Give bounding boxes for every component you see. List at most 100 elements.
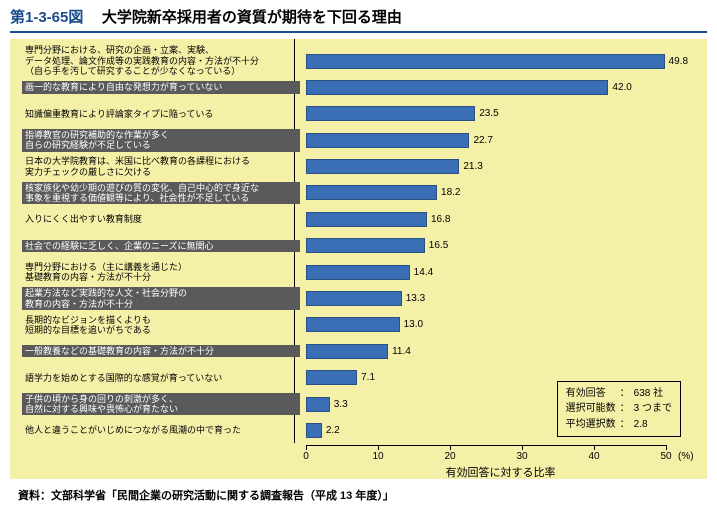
row-label: 社会での経験に乏しく、企業のニーズに無関心 xyxy=(22,240,300,252)
label-cell: 核家族化や幼少期の遊びの質の変化、自己中心的で身近な事象を重視する価値観等により… xyxy=(22,182,306,205)
bar-cell: 49.8 xyxy=(306,49,695,73)
bar-value: 2.2 xyxy=(326,425,340,436)
x-tick-label: 10 xyxy=(372,451,383,462)
info-key: 平均選択数 xyxy=(566,418,616,432)
figure-title: 大学院新卒採用者の資質が期待を下回る理由 xyxy=(102,9,402,26)
row-label: 子供の頃から身の回りの刺激が多く、自然に対する興味や畏怖心が育たない xyxy=(22,393,300,416)
info-box: 有効回答：638 社選択可能数：3 つまで平均選択数：2.8 xyxy=(557,381,681,438)
x-axis-title: 有効回答に対する比率 xyxy=(306,464,695,480)
bar-row: 起業方法など実践的な人文・社会分野の教育の内容・方法が不十分 13.3 xyxy=(22,287,695,311)
bar-row: 知識偏重教育により評論家タイプに陥っている 23.5 xyxy=(22,102,695,126)
x-tick xyxy=(666,445,667,450)
bar-cell: 23.5 xyxy=(306,102,695,126)
bar xyxy=(306,212,427,227)
bar-row: 核家族化や幼少期の遊びの質の変化、自己中心的で身近な事象を重視する価値観等により… xyxy=(22,181,695,205)
bar-row: 指導教官の研究補助的な作業が多く自らの研究経験が不足している 22.7 xyxy=(22,128,695,152)
x-axis-line: 01020304050(%) xyxy=(306,445,666,446)
x-tick-label: 50 xyxy=(660,451,671,462)
row-label: 専門分野における、研究の企画・立案、実験、データ処理、論文作成等の実践教育の内容… xyxy=(22,44,300,77)
bar-value: 7.1 xyxy=(361,372,375,383)
bar xyxy=(306,159,459,174)
label-cell: 他人と違うことがいじめにつながる風潮の中で育った xyxy=(22,424,306,436)
bar xyxy=(306,397,330,412)
label-cell: 指導教官の研究補助的な作業が多く自らの研究経験が不足している xyxy=(22,129,306,152)
bar-cell: 13.0 xyxy=(306,313,695,337)
figure-container: 第1-3-65図 大学院新卒採用者の資質が期待を下回る理由 専門分野における、研… xyxy=(0,0,717,511)
x-tick xyxy=(306,445,307,450)
bar xyxy=(306,291,402,306)
bar-value: 14.4 xyxy=(414,267,433,278)
row-label: 入りにくく出やすい教育制度 xyxy=(22,213,300,225)
x-tick xyxy=(594,445,595,450)
bar-value: 23.5 xyxy=(479,108,498,119)
row-label: 長期的なビジョンを描くよりも短期的な目標を追いがちである xyxy=(22,314,300,337)
bar-value: 49.8 xyxy=(669,56,688,67)
info-row: 平均選択数：2.8 xyxy=(566,418,672,432)
label-cell: 一般教養などの基礎教育の内容・方法が不十分 xyxy=(22,345,306,357)
info-row: 有効回答：638 社 xyxy=(566,387,672,401)
bar-value: 21.3 xyxy=(463,161,482,172)
row-label: 指導教官の研究補助的な作業が多く自らの研究経験が不足している xyxy=(22,129,300,152)
bar-cell: 21.3 xyxy=(306,155,695,179)
row-label: 起業方法など実践的な人文・社会分野の教育の内容・方法が不十分 xyxy=(22,287,300,310)
bar-row: 日本の大学院教育は、米国に比べ教育の各課程における実力チェックの厳しさに欠ける 2… xyxy=(22,155,695,179)
label-cell: 専門分野における（主に講義を通じた）基礎教育の内容・方法が不十分 xyxy=(22,261,306,284)
bar-value: 3.3 xyxy=(334,399,348,410)
bar-value: 13.0 xyxy=(404,319,423,330)
info-value: 3 つまで xyxy=(634,402,672,416)
bar-value: 22.7 xyxy=(473,135,492,146)
label-cell: 語学力を始めとする国際的な感覚が育っていない xyxy=(22,372,306,384)
bar-row: 長期的なビジョンを描くよりも短期的な目標を追いがちである 13.0 xyxy=(22,313,695,337)
x-tick-label: 40 xyxy=(588,451,599,462)
bar-cell: 13.3 xyxy=(306,287,695,311)
x-unit-label: (%) xyxy=(678,451,694,462)
label-cell: 専門分野における、研究の企画・立案、実験、データ処理、論文作成等の実践教育の内容… xyxy=(22,44,306,77)
source-citation: 資料：文部科学省「民間企業の研究活動に関する調査報告（平成 13 年度）」 xyxy=(0,479,717,503)
bar-cell: 11.4 xyxy=(306,339,695,363)
bar xyxy=(306,106,475,121)
x-tick xyxy=(450,445,451,450)
bar xyxy=(306,54,665,69)
bar-row: 画一的な教育により自由な発想力が育っていない42.0 xyxy=(22,75,695,99)
row-label: 一般教養などの基礎教育の内容・方法が不十分 xyxy=(22,345,300,357)
info-key: 有効回答 xyxy=(566,387,616,401)
bar xyxy=(306,265,410,280)
label-cell: 入りにくく出やすい教育制度 xyxy=(22,213,306,225)
bar-cell: 16.5 xyxy=(306,234,695,258)
x-tick-label: 20 xyxy=(444,451,455,462)
label-cell: 子供の頃から身の回りの刺激が多く、自然に対する興味や畏怖心が育たない xyxy=(22,393,306,416)
bar xyxy=(306,80,608,95)
bar-cell: 22.7 xyxy=(306,128,695,152)
bar xyxy=(306,133,469,148)
x-tick xyxy=(378,445,379,450)
title-rule xyxy=(10,31,707,33)
x-tick xyxy=(522,445,523,450)
chart-panel: 専門分野における、研究の企画・立案、実験、データ処理、論文作成等の実践教育の内容… xyxy=(10,39,707,479)
bar-cell: 18.2 xyxy=(306,181,695,205)
bar-row: 専門分野における（主に講義を通じた）基礎教育の内容・方法が不十分 14.4 xyxy=(22,260,695,284)
row-label: 語学力を始めとする国際的な感覚が育っていない xyxy=(22,372,300,384)
bar-value: 13.3 xyxy=(406,293,425,304)
bar xyxy=(306,317,400,332)
info-row: 選択可能数：3 つまで xyxy=(566,402,672,416)
bar xyxy=(306,423,322,438)
title-bar: 第1-3-65図 大学院新卒採用者の資質が期待を下回る理由 xyxy=(0,0,717,31)
row-label: 核家族化や幼少期の遊びの質の変化、自己中心的で身近な事象を重視する価値観等により… xyxy=(22,182,300,205)
bar xyxy=(306,238,425,253)
bar-value: 18.2 xyxy=(441,187,460,198)
label-cell: 日本の大学院教育は、米国に比べ教育の各課程における実力チェックの厳しさに欠ける xyxy=(22,155,306,178)
bar xyxy=(306,344,388,359)
info-table: 有効回答：638 社選択可能数：3 つまで平均選択数：2.8 xyxy=(564,385,674,434)
info-colon: ： xyxy=(618,402,632,416)
label-cell: 長期的なビジョンを描くよりも短期的な目標を追いがちである xyxy=(22,314,306,337)
row-label: 知識偏重教育により評論家タイプに陥っている xyxy=(22,108,300,120)
bar xyxy=(306,370,357,385)
bar xyxy=(306,185,437,200)
row-label: 他人と違うことがいじめにつながる風潮の中で育った xyxy=(22,424,300,436)
label-cell: 知識偏重教育により評論家タイプに陥っている xyxy=(22,108,306,120)
bar-value: 16.8 xyxy=(431,214,450,225)
bar-cell: 14.4 xyxy=(306,260,695,284)
figure-number: 第1-3-65図 xyxy=(10,9,83,26)
row-label: 専門分野における（主に講義を通じた）基礎教育の内容・方法が不十分 xyxy=(22,261,300,284)
x-tick-label: 0 xyxy=(303,451,309,462)
